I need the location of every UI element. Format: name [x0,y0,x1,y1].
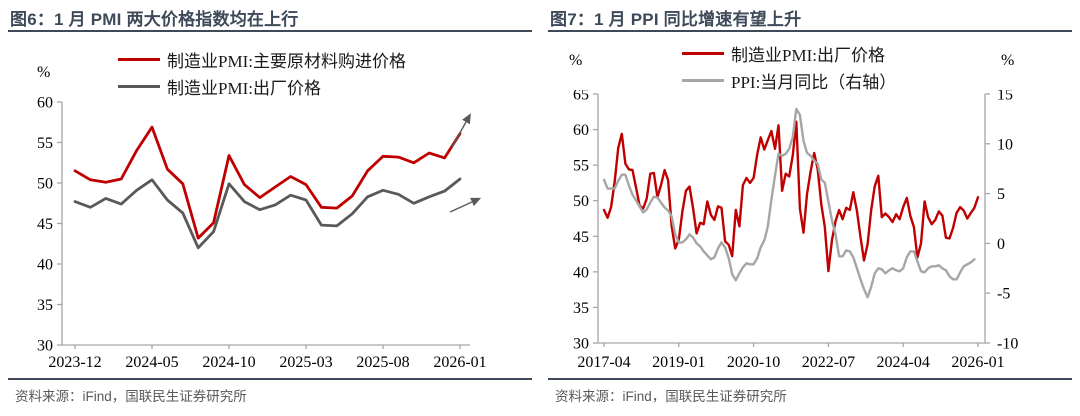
figure7-source-divider [548,378,1072,380]
svg-text:5: 5 [997,186,1005,203]
figure6-source-divider [8,378,532,380]
svg-text:0: 0 [997,236,1005,253]
svg-text:2024-04: 2024-04 [877,354,930,371]
figure7-legend: 制造业PMI:出厂价格 PPI:当月同比（右轴） [682,41,896,93]
figure6-panel: 图6：1 月 PMI 两大价格指数均在上行 制造业PMI:主要原材料购进价格 制… [8,10,532,404]
legend-item: 制造业PMI:出厂价格 [682,41,896,66]
svg-text:2025-03: 2025-03 [279,354,332,371]
svg-text:60: 60 [573,122,589,139]
legend-label: 制造业PMI:出厂价格 [731,46,885,65]
svg-text:2024-10: 2024-10 [202,354,255,371]
svg-text:30: 30 [573,336,589,353]
svg-text:2025-08: 2025-08 [356,354,409,371]
right-axis-unit-label: % [1001,52,1015,69]
figure6-title-underline [8,30,532,32]
figure6-title: 图6：1 月 PMI 两大价格指数均在上行 [10,10,299,29]
pmi-price-indices-line-chart: 30 35 40 45 50 55 60 2023-12 2024-05 2024-10 2025-… [37,95,487,372]
figure7-title: 图7：1 月 PPI 同比增速有望上升 [550,10,802,29]
svg-text:40: 40 [37,257,53,274]
figure7-source: 资料来源：iFind，国联民生证券研究所 [555,389,787,404]
legend-label: 制造业PMI:出厂价格 [167,79,321,98]
svg-text:65: 65 [573,90,589,104]
svg-text:35: 35 [37,297,53,314]
svg-text:-5: -5 [997,286,1010,303]
svg-text:2023-12: 2023-12 [48,354,101,371]
svg-text:-10: -10 [997,336,1018,353]
gray-line-swatch-icon [118,85,160,88]
svg-text:2026-01: 2026-01 [951,354,1004,371]
figure7-title-underline [548,30,1072,32]
svg-text:50: 50 [573,193,589,210]
svg-text:2019-01: 2019-01 [652,354,705,371]
svg-text:40: 40 [573,264,589,281]
svg-text:50: 50 [37,176,53,193]
svg-text:60: 60 [37,95,53,112]
legend-item: PPI:当月同比（右轴） [682,68,896,93]
legend-label: PPI:当月同比（右轴） [731,73,897,92]
svg-text:2024-05: 2024-05 [125,354,178,371]
legend-item: 制造业PMI:出厂价格 [118,74,406,99]
svg-text:2020-10: 2020-10 [727,354,780,371]
left-axis-unit-label: % [569,52,583,69]
svg-text:55: 55 [37,135,53,152]
red-line-swatch-icon [682,52,724,55]
svg-text:10: 10 [997,136,1013,153]
svg-text:45: 45 [573,229,589,246]
svg-text:55: 55 [573,158,589,175]
svg-text:2026-01: 2026-01 [433,354,486,371]
legend-label: 制造业PMI:主要原材料购进价格 [167,52,406,71]
figure6-source: 资料来源：iFind，国联民生证券研究所 [15,389,247,404]
figure6-legend: 制造业PMI:主要原材料购进价格 制造业PMI:出厂价格 [118,47,406,99]
svg-text:2022-07: 2022-07 [802,354,855,371]
svg-text:45: 45 [37,216,53,233]
ppi-yoy-line-chart: 30 35 40 45 50 55 60 65 -10 -5 0 5 10 15 2017-04 2019-0… [573,90,1018,371]
red-line-swatch-icon [118,58,160,61]
svg-text:30: 30 [37,338,53,355]
svg-text:15: 15 [997,90,1013,104]
left-axis-unit-label: % [37,64,51,81]
legend-item: 制造业PMI:主要原材料购进价格 [118,47,406,72]
figure7-panel: 图7：1 月 PPI 同比增速有望上升 制造业PMI:出厂价格 PPI:当月同比… [540,0,1080,416]
gray-line-swatch-icon [682,79,724,82]
svg-text:35: 35 [573,300,589,317]
svg-text:2017-04: 2017-04 [577,354,630,371]
